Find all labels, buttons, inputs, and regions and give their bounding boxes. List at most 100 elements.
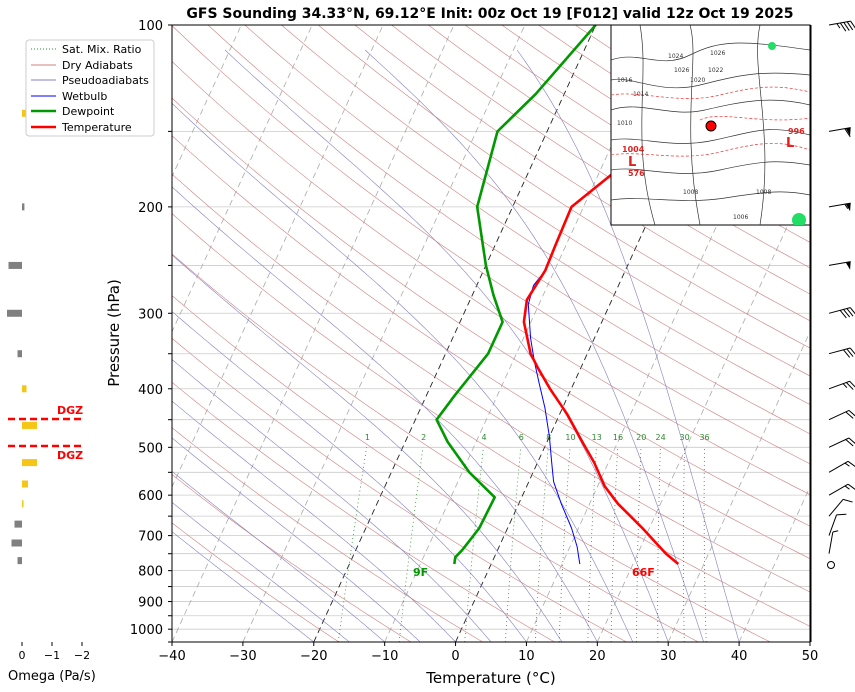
map-pressure-label: 1010 bbox=[617, 120, 632, 127]
wind-barb-flag bbox=[839, 22, 847, 32]
map-isobar bbox=[611, 72, 810, 89]
legend-label-mix: Sat. Mix. Ratio bbox=[62, 43, 142, 56]
map-pressure-label: 576 bbox=[628, 169, 645, 178]
wind-barb-shaft bbox=[828, 20, 851, 26]
dry-adiabat bbox=[172, 135, 810, 559]
wind-barb-flag bbox=[845, 439, 854, 447]
mixing-ratio-label: 1 bbox=[365, 433, 370, 442]
wind-barb-half-flag bbox=[842, 383, 848, 388]
pseudoadiabats bbox=[172, 49, 740, 642]
wind-barb-half-flag bbox=[844, 203, 849, 209]
mixing-ratio-line bbox=[398, 447, 424, 642]
wind-barb-shaft bbox=[828, 437, 850, 448]
dewpoint-line bbox=[435, 25, 597, 565]
isotherm bbox=[596, 175, 810, 642]
y-tick-label: 700 bbox=[138, 530, 163, 545]
wind-barb-shaft bbox=[828, 483, 849, 496]
y-tick-label: 900 bbox=[138, 596, 163, 611]
wind-barbs bbox=[828, 20, 855, 554]
wind-barb-flag bbox=[849, 307, 855, 316]
pseudoadiabat bbox=[172, 501, 350, 642]
wind-barb-flag bbox=[844, 128, 851, 138]
mixing-ratio-lines bbox=[337, 447, 707, 642]
omega-bar bbox=[22, 480, 28, 488]
wind-barb-half-flag bbox=[844, 485, 850, 490]
omega-bar bbox=[8, 261, 22, 269]
y-tick-label: 600 bbox=[138, 489, 163, 504]
omega-bar bbox=[11, 539, 22, 547]
x-tick-label: −30 bbox=[229, 649, 256, 664]
wind-barb-half-flag bbox=[832, 530, 839, 533]
omega-ticks: 0 −1 −2 bbox=[19, 642, 90, 662]
wind-barb bbox=[828, 483, 855, 496]
isotherm bbox=[809, 641, 810, 642]
isotherm bbox=[172, 25, 455, 642]
chart-title: GFS Sounding 34.33°N, 69.12°E Init: 00z … bbox=[186, 6, 793, 22]
dry-adiabat bbox=[281, 25, 810, 377]
pseudoadiabat bbox=[172, 470, 385, 642]
wind-barb bbox=[828, 409, 855, 421]
map-height-contour bbox=[611, 86, 810, 99]
map-pressure-label: 996 bbox=[788, 127, 805, 136]
omega-bar bbox=[14, 520, 22, 528]
y-axis-label: Pressure (hPa) bbox=[105, 279, 123, 387]
wind-barb-flag bbox=[846, 21, 854, 31]
legend-label-moist: Pseudoadiabats bbox=[62, 74, 149, 87]
map-pressure-label: 1014 bbox=[633, 91, 648, 98]
wind-barb bbox=[828, 347, 855, 358]
y-tick-label: 500 bbox=[138, 441, 163, 456]
map-pressure-label: 1016 bbox=[617, 77, 632, 84]
legend-label-dry: Dry Adiabats bbox=[62, 59, 133, 72]
dry-adiabat bbox=[318, 25, 810, 349]
wind-barb-shaft bbox=[828, 531, 834, 554]
wind-barb-flag bbox=[846, 382, 854, 390]
mixing-ratio-label: 16 bbox=[613, 433, 623, 442]
mixing-ratio-label: 6 bbox=[519, 433, 524, 442]
dry-adiabat bbox=[172, 60, 810, 495]
wind-barb-shaft bbox=[828, 261, 851, 266]
map-isobar bbox=[611, 42, 810, 62]
pseudoadiabat bbox=[172, 400, 456, 642]
omega-bars bbox=[7, 109, 37, 565]
x-axis-label: Temperature (°C) bbox=[425, 669, 555, 687]
x-tick-label: −20 bbox=[300, 649, 327, 664]
x-tick-label: 40 bbox=[731, 649, 748, 664]
pseudoadiabat bbox=[364, 49, 704, 642]
map-pressure-label: 1026 bbox=[674, 67, 689, 74]
dry-adiabat bbox=[172, 427, 483, 642]
map-pressure-label: 1006 bbox=[733, 214, 748, 221]
y-tick-label: 1000 bbox=[130, 623, 163, 638]
map-location-marker bbox=[705, 120, 717, 132]
wind-barb-shaft bbox=[828, 307, 851, 314]
omega-bar bbox=[22, 385, 27, 393]
map-pressure-labels: 1024 10261022102610201016101410101004L100… bbox=[617, 50, 805, 221]
dry-adiabat bbox=[172, 173, 810, 593]
map-isobar bbox=[611, 129, 810, 144]
mixing-ratio-line bbox=[505, 447, 522, 642]
pseudoadiabat bbox=[172, 102, 634, 642]
wind-barb-flag bbox=[847, 483, 855, 491]
pseudoadiabat bbox=[172, 531, 314, 642]
omega-bar bbox=[22, 500, 24, 508]
x-tick-label: 50 bbox=[802, 649, 819, 664]
omega-bar bbox=[17, 557, 22, 565]
map-pressure-label: 1004 bbox=[622, 145, 645, 154]
isotherm bbox=[172, 25, 313, 333]
dry-adiabat bbox=[172, 25, 810, 465]
wind-barb-flag bbox=[848, 437, 855, 445]
dry-adiabat bbox=[244, 25, 810, 405]
surface-dewpoint-label: 9F bbox=[413, 566, 428, 579]
mixing-ratio-line bbox=[337, 447, 367, 642]
y-tick-label: 300 bbox=[138, 307, 163, 322]
map-pressure-label: 1008 bbox=[683, 189, 698, 196]
wind-barb-flag bbox=[849, 380, 855, 389]
wind-barb bbox=[828, 202, 851, 212]
omega-bar bbox=[22, 109, 26, 117]
mixing-ratio-label: 36 bbox=[699, 433, 709, 442]
map-isobar bbox=[611, 161, 810, 174]
omega-tick-label: −1 bbox=[44, 649, 60, 662]
dry-adiabat bbox=[172, 97, 810, 527]
dry-adiabat bbox=[172, 381, 555, 642]
wind-barb-flag bbox=[848, 410, 855, 418]
